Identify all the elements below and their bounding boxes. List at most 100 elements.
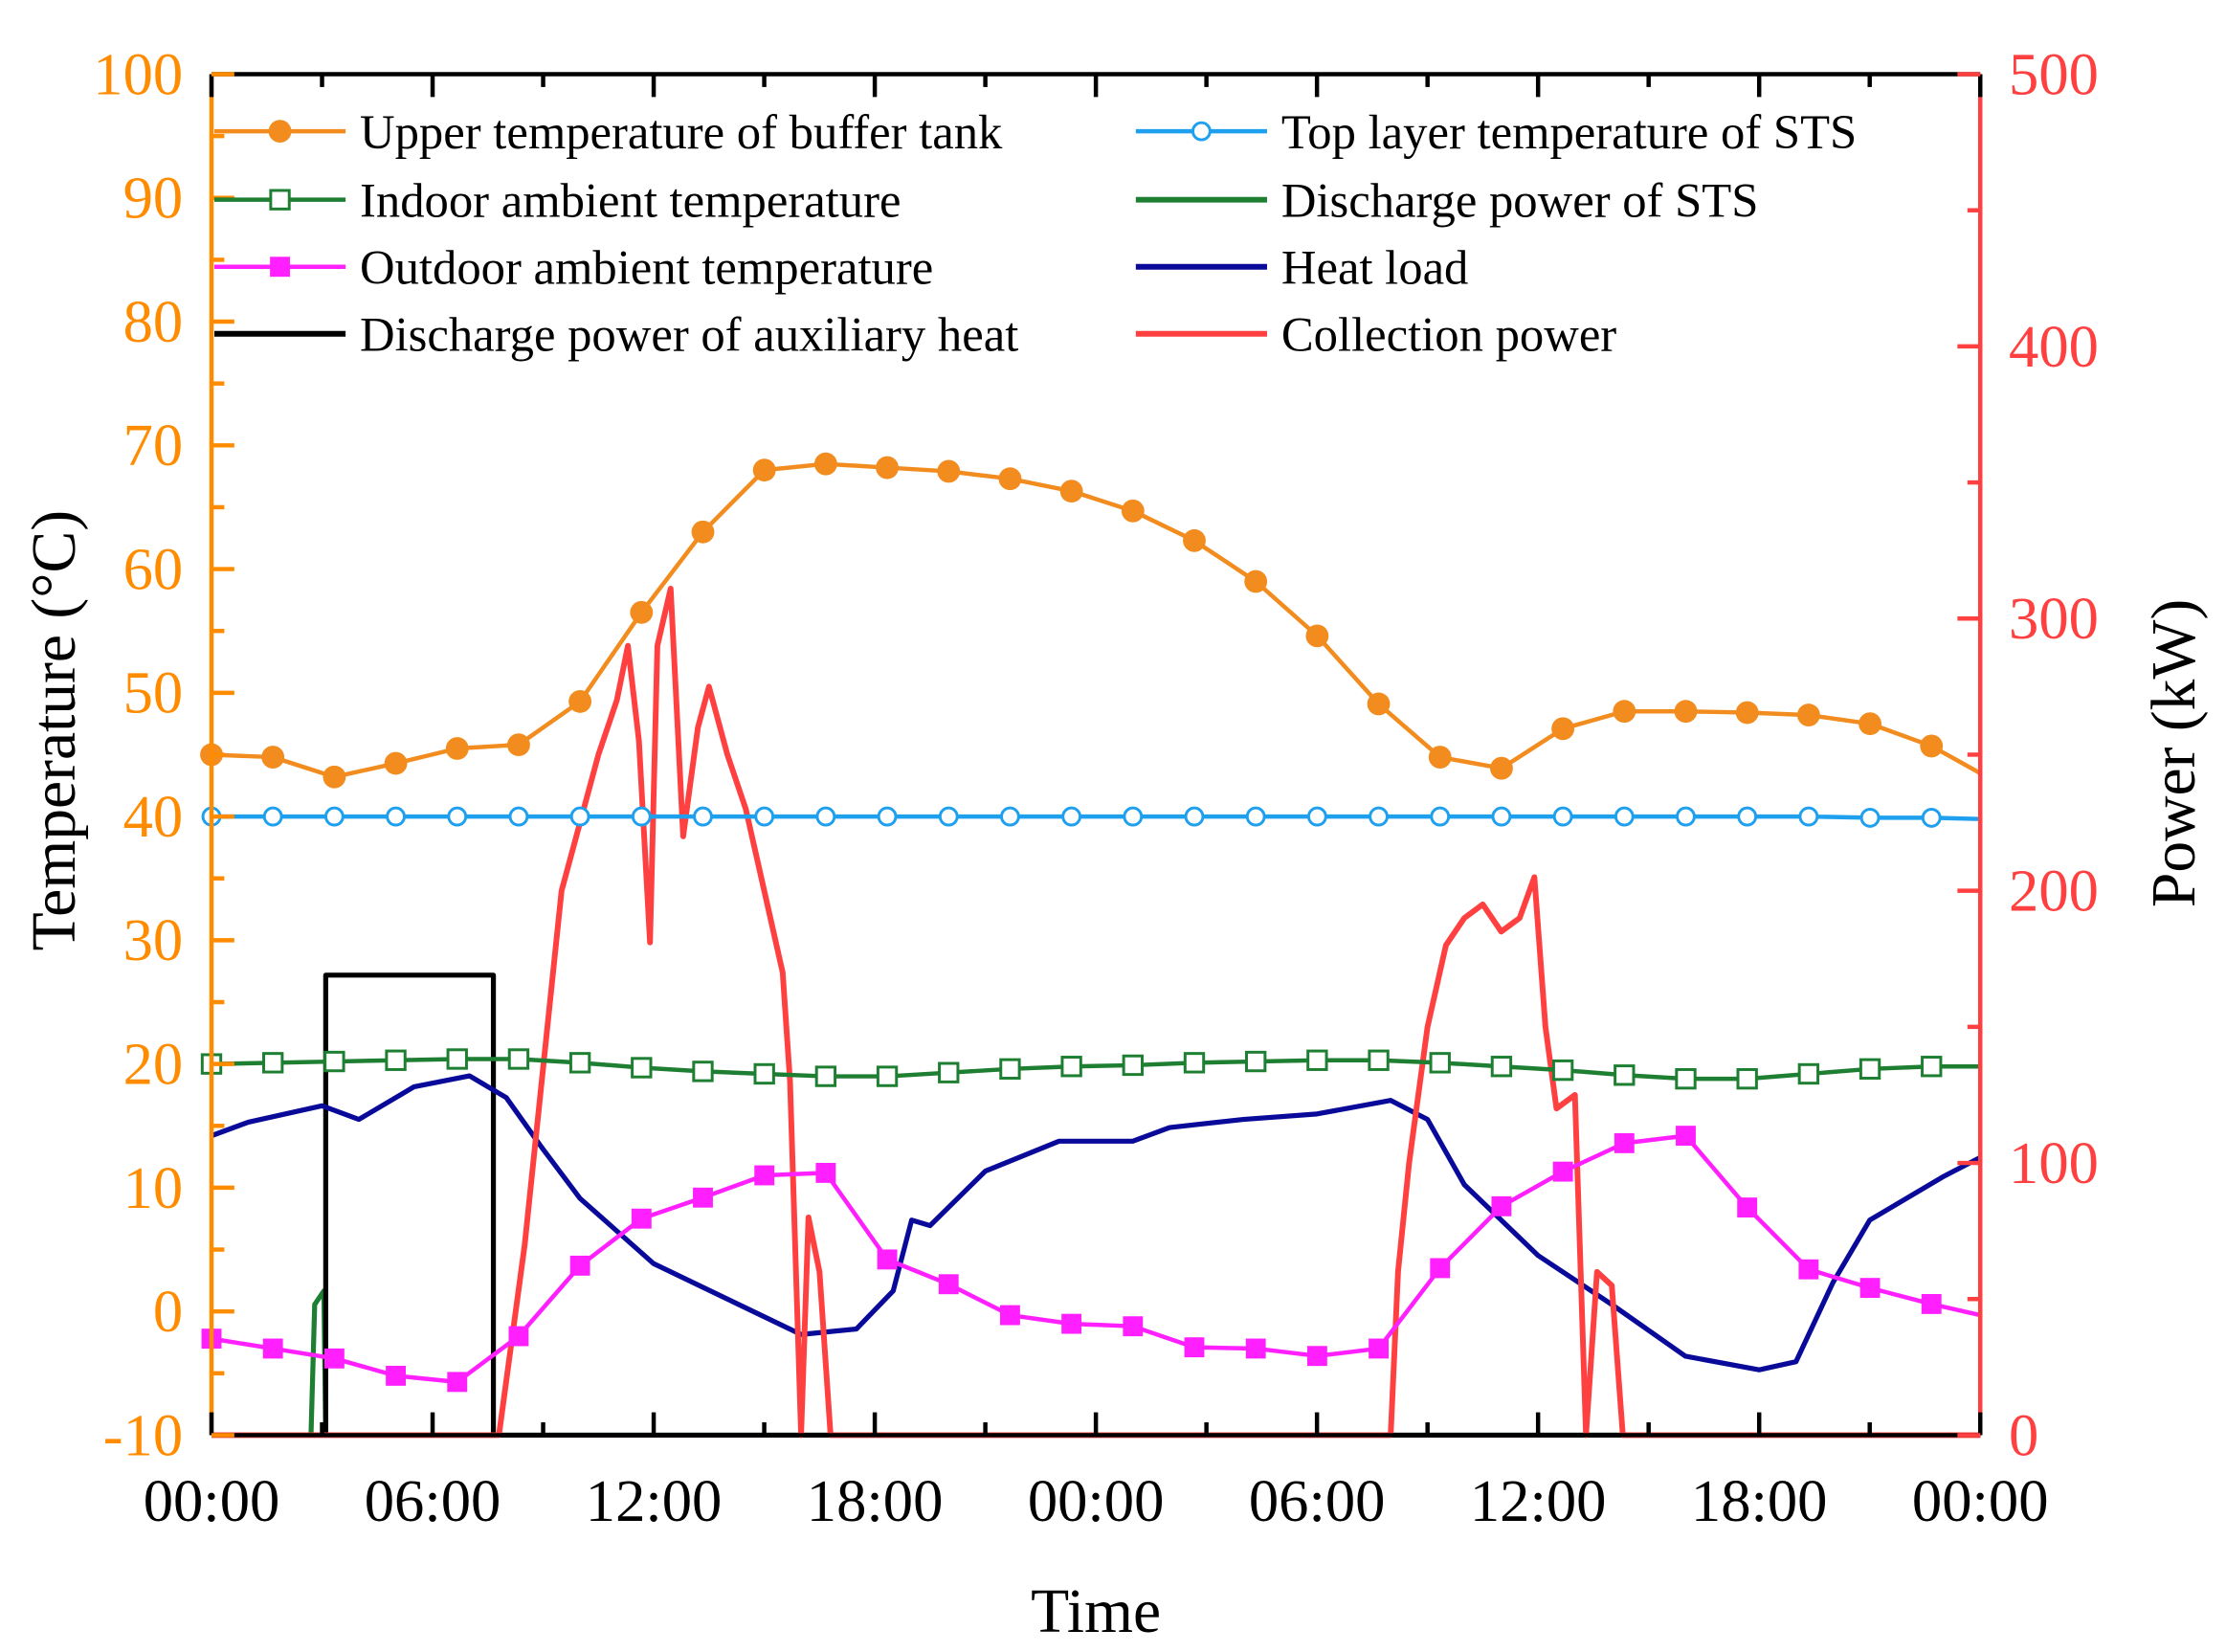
data-point (569, 1255, 590, 1276)
data-point (1920, 734, 1944, 758)
legend-item: Discharge power of STS (1135, 174, 1758, 228)
data-point (1305, 624, 1329, 648)
data-point (1735, 701, 1759, 725)
x-tick-label: 18:00 (1691, 1467, 1828, 1534)
y-left-tick-label: 100 (93, 40, 183, 107)
data-point (1430, 806, 1451, 827)
x-tick-label: 18:00 (807, 1467, 944, 1534)
data-point (1737, 806, 1758, 827)
series-indoor-ambient-temperature (200, 1048, 1981, 1090)
data-point (754, 806, 775, 827)
y-right-tick-label: 200 (2009, 858, 2099, 925)
y-right-tick-label: 400 (2009, 313, 2099, 380)
data-point (1060, 1056, 1082, 1078)
data-point (1122, 1054, 1144, 1077)
data-point (1061, 806, 1082, 827)
data-point (631, 1208, 652, 1229)
data-point (1429, 1052, 1451, 1074)
legend-label: Upper temperature of buffer tank (360, 105, 1003, 159)
y-left-tick-label: 0 (153, 1278, 183, 1345)
series-outdoor-ambient-temperature (201, 1126, 1981, 1393)
data-point (1000, 1305, 1020, 1326)
series-heat-load (211, 1073, 1982, 1373)
y-left-tick-label: 40 (123, 783, 184, 850)
series-line (211, 1073, 1982, 1373)
data-point (877, 1249, 898, 1270)
plot-marks (200, 452, 1982, 1439)
data-point (876, 456, 899, 480)
legend-item: Heat load (1135, 241, 1469, 295)
data-point (1490, 756, 1513, 780)
data-point (1797, 1062, 1820, 1085)
data-point (261, 746, 285, 769)
data-point (568, 1052, 591, 1074)
data-point (1552, 1161, 1573, 1182)
y-left-axis-label: Temperature (°C) (20, 510, 89, 950)
data-point (631, 1057, 653, 1079)
series-line (211, 461, 1982, 779)
data-point (1859, 712, 1881, 736)
data-point (1676, 1126, 1696, 1147)
data-point (1921, 1293, 1942, 1314)
data-point (508, 1326, 529, 1347)
data-point (1059, 480, 1083, 503)
data-point (1859, 807, 1881, 828)
data-point (1061, 1313, 1082, 1334)
data-point (1369, 1338, 1389, 1359)
data-point (1736, 1067, 1758, 1090)
y-left-tick-label: 50 (123, 659, 184, 726)
data-point (1183, 1052, 1206, 1074)
data-point (815, 1162, 836, 1183)
data-point (752, 458, 776, 482)
legend-label: Heat load (1281, 241, 1469, 295)
data-point (631, 806, 652, 827)
data-point (447, 1372, 468, 1393)
data-point (1428, 746, 1452, 769)
data-point (507, 733, 530, 757)
data-point (446, 1048, 468, 1070)
data-point (1614, 806, 1635, 827)
data-point (1798, 1259, 1819, 1280)
data-point (1675, 1067, 1697, 1090)
data-point (1796, 703, 1820, 727)
data-point (1306, 1346, 1327, 1367)
data-point (1183, 528, 1206, 552)
data-point (1123, 1316, 1144, 1337)
x-tick-label: 00:00 (1912, 1467, 2049, 1534)
data-point (814, 1065, 837, 1087)
y-left-tick-label: -10 (103, 1401, 183, 1468)
data-point (1306, 806, 1327, 827)
y-right-axis-label: Power (kW) (2140, 599, 2209, 907)
data-point (938, 1274, 959, 1295)
data-point (508, 806, 529, 827)
data-point (385, 1049, 407, 1071)
data-point (1491, 806, 1512, 827)
data-point (262, 806, 283, 827)
legend-label: Discharge power of auxiliary heat (360, 308, 1018, 362)
data-point (876, 1065, 899, 1087)
data-point (1491, 1195, 1512, 1217)
data-point (938, 806, 959, 827)
legend-label: Top layer temperature of STS (1281, 105, 1857, 159)
axes: 00:00 06:00 12:00 18:00 00:00 06:00 12:00 18:00… (93, 40, 2099, 1534)
data-point (386, 806, 406, 827)
data-point (323, 806, 345, 827)
data-point (384, 751, 408, 775)
data-point (815, 806, 836, 827)
data-point (507, 1048, 530, 1070)
data-point (813, 452, 837, 476)
data-point (262, 1052, 284, 1074)
data-point (1369, 806, 1389, 827)
series-upper-temperature-of-buffer-tank (200, 452, 1982, 789)
data-point (1551, 1059, 1574, 1082)
data-point (1552, 806, 1573, 827)
data-point (1490, 1056, 1513, 1078)
data-point (323, 1348, 345, 1369)
data-point (1614, 1132, 1635, 1153)
y-left-tick-label: 90 (123, 165, 184, 232)
series-line (211, 1057, 1981, 1082)
data-point (1000, 806, 1020, 827)
y-right-tick-label: 300 (2009, 585, 2099, 652)
data-point (1184, 1337, 1205, 1358)
data-point (1430, 1258, 1451, 1279)
